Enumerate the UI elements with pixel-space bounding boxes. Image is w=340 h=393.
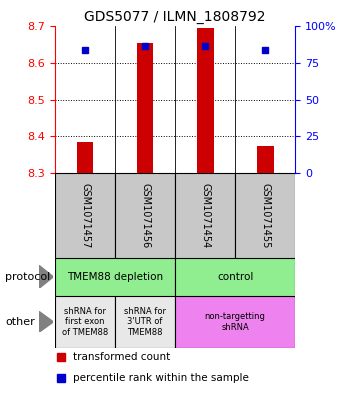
Text: control: control xyxy=(217,272,253,282)
Bar xyxy=(137,42,153,173)
Polygon shape xyxy=(39,312,53,332)
Bar xyxy=(55,173,115,258)
Bar xyxy=(175,173,235,258)
Bar xyxy=(197,28,214,173)
Text: GSM1071454: GSM1071454 xyxy=(200,183,210,248)
Text: GSM1071456: GSM1071456 xyxy=(140,183,150,248)
Text: TMEM88 depletion: TMEM88 depletion xyxy=(67,272,163,282)
Text: shRNA for
3'UTR of
TMEM88: shRNA for 3'UTR of TMEM88 xyxy=(124,307,166,337)
Text: protocol: protocol xyxy=(5,272,50,282)
Text: transformed count: transformed count xyxy=(73,352,170,362)
Bar xyxy=(55,258,175,296)
Text: GSM1071455: GSM1071455 xyxy=(260,183,270,248)
Text: GSM1071457: GSM1071457 xyxy=(80,183,90,248)
Polygon shape xyxy=(39,265,53,288)
Text: percentile rank within the sample: percentile rank within the sample xyxy=(73,373,249,383)
Bar xyxy=(175,258,295,296)
Bar xyxy=(175,296,295,348)
Bar xyxy=(115,173,175,258)
Bar xyxy=(77,142,94,173)
Text: shRNA for
first exon
of TMEM88: shRNA for first exon of TMEM88 xyxy=(62,307,108,337)
Text: non-targetting
shRNA: non-targetting shRNA xyxy=(205,312,266,332)
Bar xyxy=(115,296,175,348)
Bar xyxy=(257,146,273,173)
Text: other: other xyxy=(5,317,35,327)
Title: GDS5077 / ILMN_1808792: GDS5077 / ILMN_1808792 xyxy=(84,9,266,24)
Bar xyxy=(235,173,295,258)
Bar xyxy=(55,296,115,348)
